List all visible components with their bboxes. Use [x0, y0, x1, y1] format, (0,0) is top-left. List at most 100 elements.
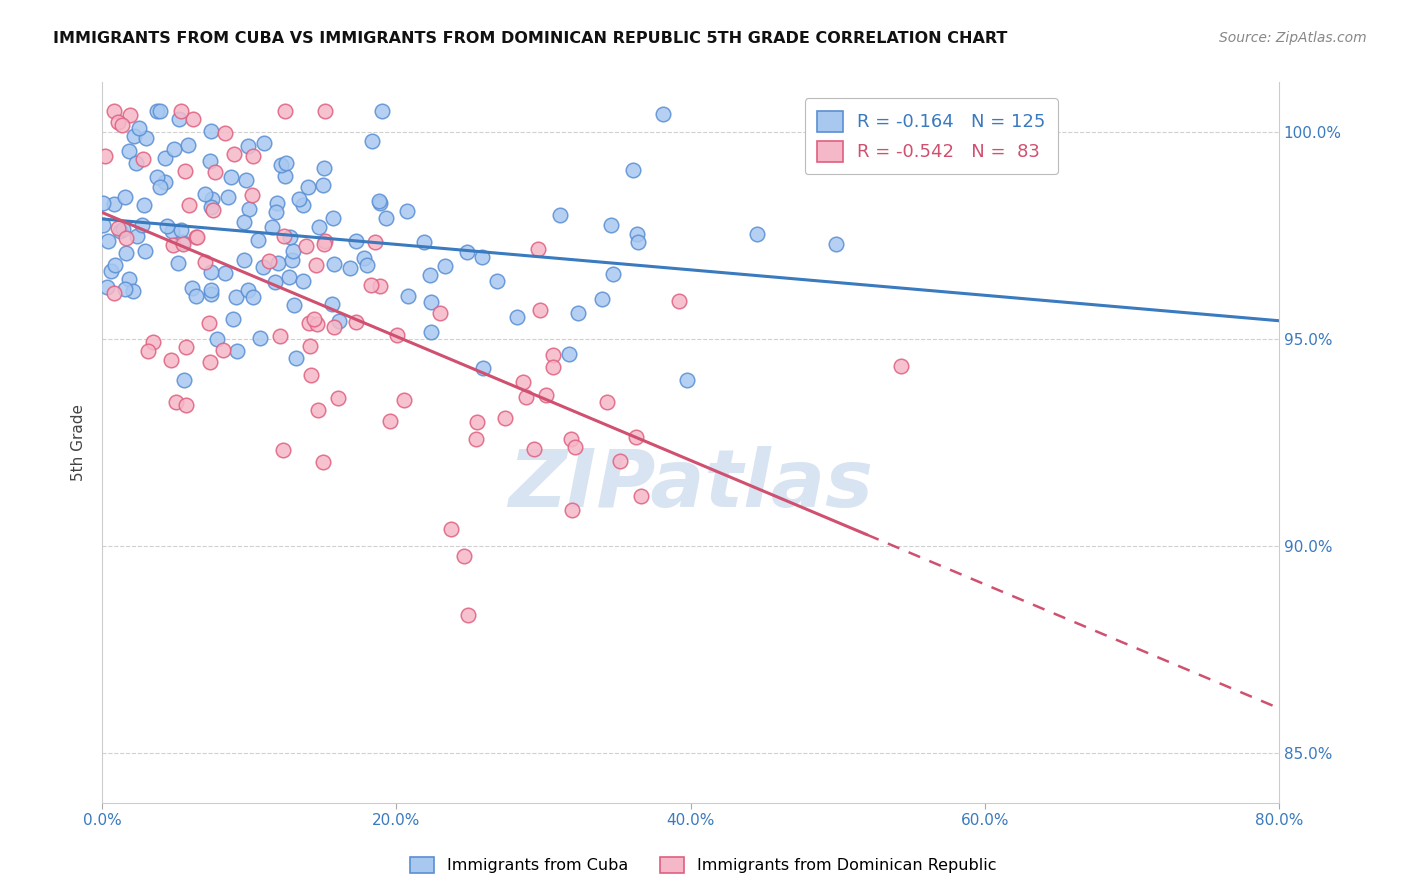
Point [170, 235, 193, 250]
Point [93, 195, 115, 210]
Point [378, 414, 401, 428]
Point [232, 253, 254, 268]
Point [824, 236, 846, 251]
Point [420, 295, 443, 310]
Point [536, 388, 558, 402]
Legend: Immigrants from Cuba, Immigrants from Dominican Republic: Immigrants from Cuba, Immigrants from Do… [404, 850, 1002, 880]
Point [170, 223, 193, 237]
Point [326, 392, 349, 406]
Point [356, 258, 378, 272]
Point [200, 265, 222, 279]
Point [91, 219, 114, 233]
Point [103, 197, 125, 211]
Point [107, 114, 129, 128]
Point [269, 329, 291, 343]
Point [266, 195, 288, 210]
Point [651, 107, 673, 121]
Point [246, 233, 269, 247]
Point [225, 290, 247, 304]
Point [198, 355, 221, 369]
Point [221, 312, 243, 326]
Point [281, 253, 304, 268]
Point [344, 316, 367, 330]
Point [131, 153, 153, 167]
Point [596, 395, 619, 409]
Point [267, 256, 290, 270]
Point [668, 293, 690, 308]
Point [122, 129, 145, 144]
Point [103, 285, 125, 300]
Point [353, 251, 375, 265]
Point [523, 442, 546, 456]
Point [197, 316, 219, 330]
Point [204, 165, 226, 179]
Point [217, 189, 239, 203]
Point [291, 275, 314, 289]
Point [160, 224, 183, 238]
Point [176, 398, 198, 412]
Point [392, 393, 415, 408]
Point [200, 153, 222, 168]
Legend: R = -0.164   N = 125, R = -0.542   N =  83: R = -0.164 N = 125, R = -0.542 N = 83 [804, 98, 1059, 174]
Point [465, 415, 488, 429]
Point [557, 347, 579, 361]
Point [274, 169, 297, 183]
Point [167, 256, 190, 270]
Point [412, 235, 434, 250]
Point [202, 202, 225, 217]
Point [543, 348, 565, 362]
Point [118, 144, 141, 158]
Point [221, 169, 243, 184]
Text: Source: ZipAtlas.com: Source: ZipAtlas.com [1219, 31, 1367, 45]
Point [288, 192, 311, 206]
Point [505, 310, 527, 325]
Point [278, 270, 301, 285]
Point [485, 274, 508, 288]
Point [512, 375, 534, 389]
Point [235, 173, 257, 187]
Point [249, 331, 271, 345]
Point [621, 162, 644, 177]
Point [453, 549, 475, 564]
Point [200, 200, 222, 214]
Point [361, 134, 384, 148]
Point [181, 112, 204, 126]
Point [257, 253, 280, 268]
Point [273, 442, 295, 457]
Point [298, 316, 321, 330]
Point [238, 139, 260, 153]
Point [285, 351, 308, 366]
Point [307, 317, 329, 331]
Point [314, 235, 336, 249]
Point [177, 198, 200, 212]
Point [111, 119, 134, 133]
Point [170, 103, 193, 118]
Point [240, 188, 263, 202]
Point [270, 158, 292, 172]
Point [104, 258, 127, 272]
Point [100, 264, 122, 278]
Point [94, 149, 117, 163]
Point [212, 343, 235, 357]
Point [155, 151, 177, 165]
Point [321, 297, 343, 311]
Point [121, 284, 143, 298]
Point [314, 161, 336, 176]
Point [295, 239, 318, 253]
Point [396, 288, 419, 302]
Point [118, 108, 141, 122]
Point [214, 127, 236, 141]
Point [180, 281, 202, 295]
Point [364, 235, 387, 250]
Point [564, 440, 586, 454]
Point [115, 231, 138, 245]
Point [299, 368, 322, 382]
Point [135, 131, 157, 145]
Point [163, 142, 186, 156]
Point [162, 238, 184, 252]
Point [368, 278, 391, 293]
Point [890, 359, 912, 373]
Point [308, 220, 330, 235]
Point [457, 608, 479, 623]
Point [434, 259, 457, 273]
